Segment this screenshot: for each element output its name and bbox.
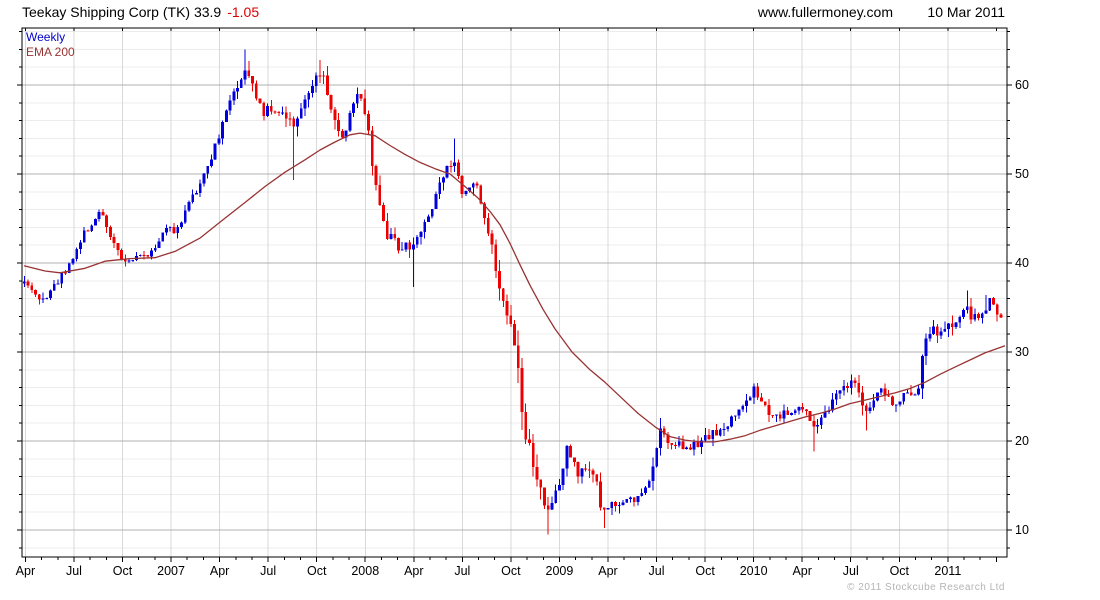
svg-text:Apr: Apr <box>598 564 617 578</box>
svg-text:Oct: Oct <box>890 564 910 578</box>
svg-text:30: 30 <box>1015 345 1029 359</box>
svg-text:Oct: Oct <box>501 564 521 578</box>
axes <box>17 27 1012 562</box>
ema-line <box>23 132 1006 443</box>
legend-timeframe: Weekly <box>26 30 66 44</box>
svg-text:Jul: Jul <box>260 564 276 578</box>
svg-text:60: 60 <box>1015 78 1029 92</box>
svg-text:Oct: Oct <box>113 564 133 578</box>
price-change: -1.05 <box>227 4 260 20</box>
svg-text:2009: 2009 <box>546 564 574 578</box>
minor-gridlines <box>22 31 1007 549</box>
svg-text:Apr: Apr <box>792 564 811 578</box>
svg-text:20: 20 <box>1015 434 1029 448</box>
copyright-notice: © 2011 Stockcube Research Ltd <box>847 582 1005 593</box>
chart-legend: Weekly EMA 200 <box>26 30 75 60</box>
svg-text:2007: 2007 <box>157 564 185 578</box>
svg-text:Apr: Apr <box>210 564 229 578</box>
svg-text:Jul: Jul <box>66 564 82 578</box>
instrument-and-price: Teekay Shipping Corp (TK) 33.9 <box>22 4 222 20</box>
svg-text:50: 50 <box>1015 167 1029 181</box>
svg-text:Apr: Apr <box>16 564 35 578</box>
chart-title: Teekay Shipping Corp (TK) 33.9 -1.05 <box>22 3 259 21</box>
svg-text:Oct: Oct <box>695 564 715 578</box>
chart-date: 10 Mar 2011 <box>927 4 1005 20</box>
svg-text:Oct: Oct <box>307 564 327 578</box>
svg-text:Jul: Jul <box>649 564 665 578</box>
svg-text:40: 40 <box>1015 256 1029 270</box>
site-url: www.fullermoney.com <box>757 4 893 20</box>
candles-layer <box>22 49 1003 535</box>
vertical-gridlines <box>24 28 949 557</box>
y-axis-labels: 10 20 30 40 50 60 <box>1015 78 1029 537</box>
x-axis-labels: Apr Jul Oct 2007 Apr Jul Oct 2008 Apr Jul Oct 2009 A… <box>16 564 962 578</box>
svg-text:2010: 2010 <box>740 564 768 578</box>
svg-text:10: 10 <box>1015 523 1029 537</box>
svg-text:Jul: Jul <box>843 564 859 578</box>
major-gridlines <box>22 84 1007 531</box>
svg-text:Apr: Apr <box>404 564 423 578</box>
legend-ema: EMA 200 <box>26 45 75 59</box>
svg-text:Jul: Jul <box>454 564 470 578</box>
svg-text:2011: 2011 <box>934 564 961 578</box>
svg-text:2008: 2008 <box>351 564 379 578</box>
